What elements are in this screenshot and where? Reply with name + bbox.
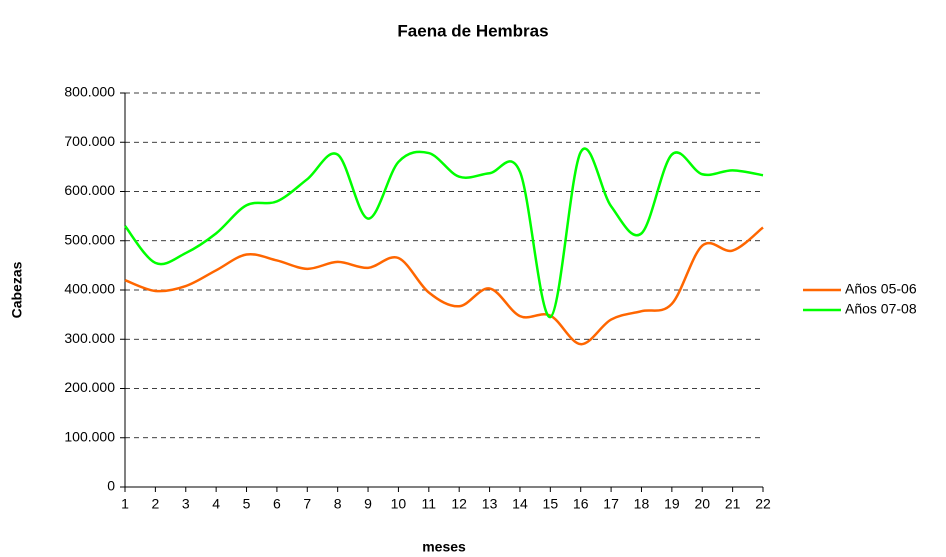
- y-tick-label: 100.000: [64, 428, 115, 444]
- x-tick-label: 1: [121, 496, 129, 512]
- x-tick-label: 18: [634, 496, 650, 512]
- x-axis-title: meses: [422, 539, 466, 555]
- x-tick-label: 2: [151, 496, 159, 512]
- y-tick-label: 300.000: [64, 330, 115, 346]
- x-tick-label: 19: [664, 496, 680, 512]
- x-tick-label: 15: [543, 496, 559, 512]
- legend-label: Años 05-06: [845, 281, 917, 297]
- x-tick-label: 14: [512, 496, 528, 512]
- y-tick-label: 700.000: [64, 133, 115, 149]
- x-tick-label: 16: [573, 496, 589, 512]
- x-tick-label: 20: [694, 496, 710, 512]
- legend-label: Años 07-08: [845, 301, 917, 317]
- x-tick-label: 13: [482, 496, 498, 512]
- x-tick-label: 7: [303, 496, 311, 512]
- series-line: [124, 147, 764, 319]
- x-tick-label: 4: [212, 496, 220, 512]
- x-tick-label: 8: [334, 496, 342, 512]
- series-line: [124, 226, 764, 346]
- x-tick-label: 11: [422, 496, 437, 512]
- y-tick-label: 0: [107, 478, 115, 494]
- x-tick-label: 21: [725, 496, 741, 512]
- x-tick-label: 3: [182, 496, 190, 512]
- x-tick-label: 5: [243, 496, 251, 512]
- y-axis-title: Cabezas: [9, 261, 25, 318]
- chart-title: Faena de Hembras: [397, 21, 548, 40]
- x-tick-label: 9: [364, 496, 372, 512]
- x-tick-label: 10: [391, 496, 407, 512]
- y-tick-label: 600.000: [64, 182, 115, 198]
- x-tick-label: 12: [451, 496, 467, 512]
- x-tick-label: 6: [273, 496, 281, 512]
- x-tick-label: 17: [603, 496, 619, 512]
- y-tick-label: 400.000: [64, 281, 115, 297]
- y-tick-label: 500.000: [64, 231, 115, 247]
- y-tick-label: 800.000: [64, 84, 115, 100]
- y-tick-label: 200.000: [64, 379, 115, 395]
- x-tick-label: 22: [755, 496, 771, 512]
